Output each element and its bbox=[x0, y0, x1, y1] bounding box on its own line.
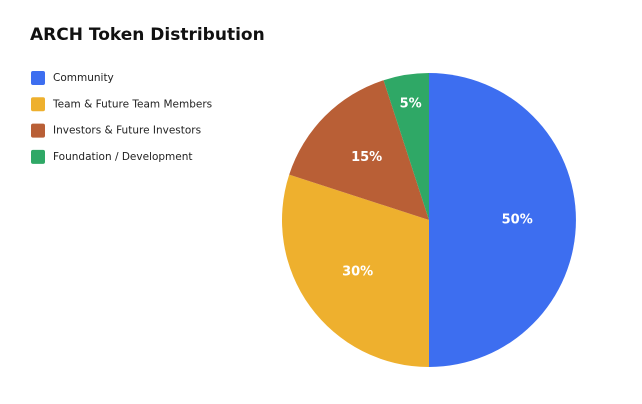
value-label: 15% bbox=[351, 150, 382, 165]
pie-slice bbox=[429, 73, 576, 367]
legend-label: Team & Future Team Members bbox=[52, 98, 212, 110]
legend-swatch bbox=[31, 71, 45, 85]
legend-swatch bbox=[31, 97, 45, 112]
legend-label: Investors & Future Investors bbox=[53, 125, 201, 137]
pie-slice bbox=[282, 174, 429, 367]
value-label: 50% bbox=[502, 213, 533, 228]
legend-label: Community bbox=[53, 72, 114, 84]
legend-label: Foundation / Development bbox=[53, 151, 193, 163]
pie-slice bbox=[289, 80, 429, 220]
value-label: 30% bbox=[342, 264, 373, 279]
legend-swatch bbox=[31, 123, 45, 138]
pie-slice bbox=[383, 73, 429, 220]
chart-title: ARCH Token Distribution bbox=[30, 25, 265, 45]
legend-swatch bbox=[31, 149, 45, 164]
value-label: 5% bbox=[400, 96, 422, 111]
